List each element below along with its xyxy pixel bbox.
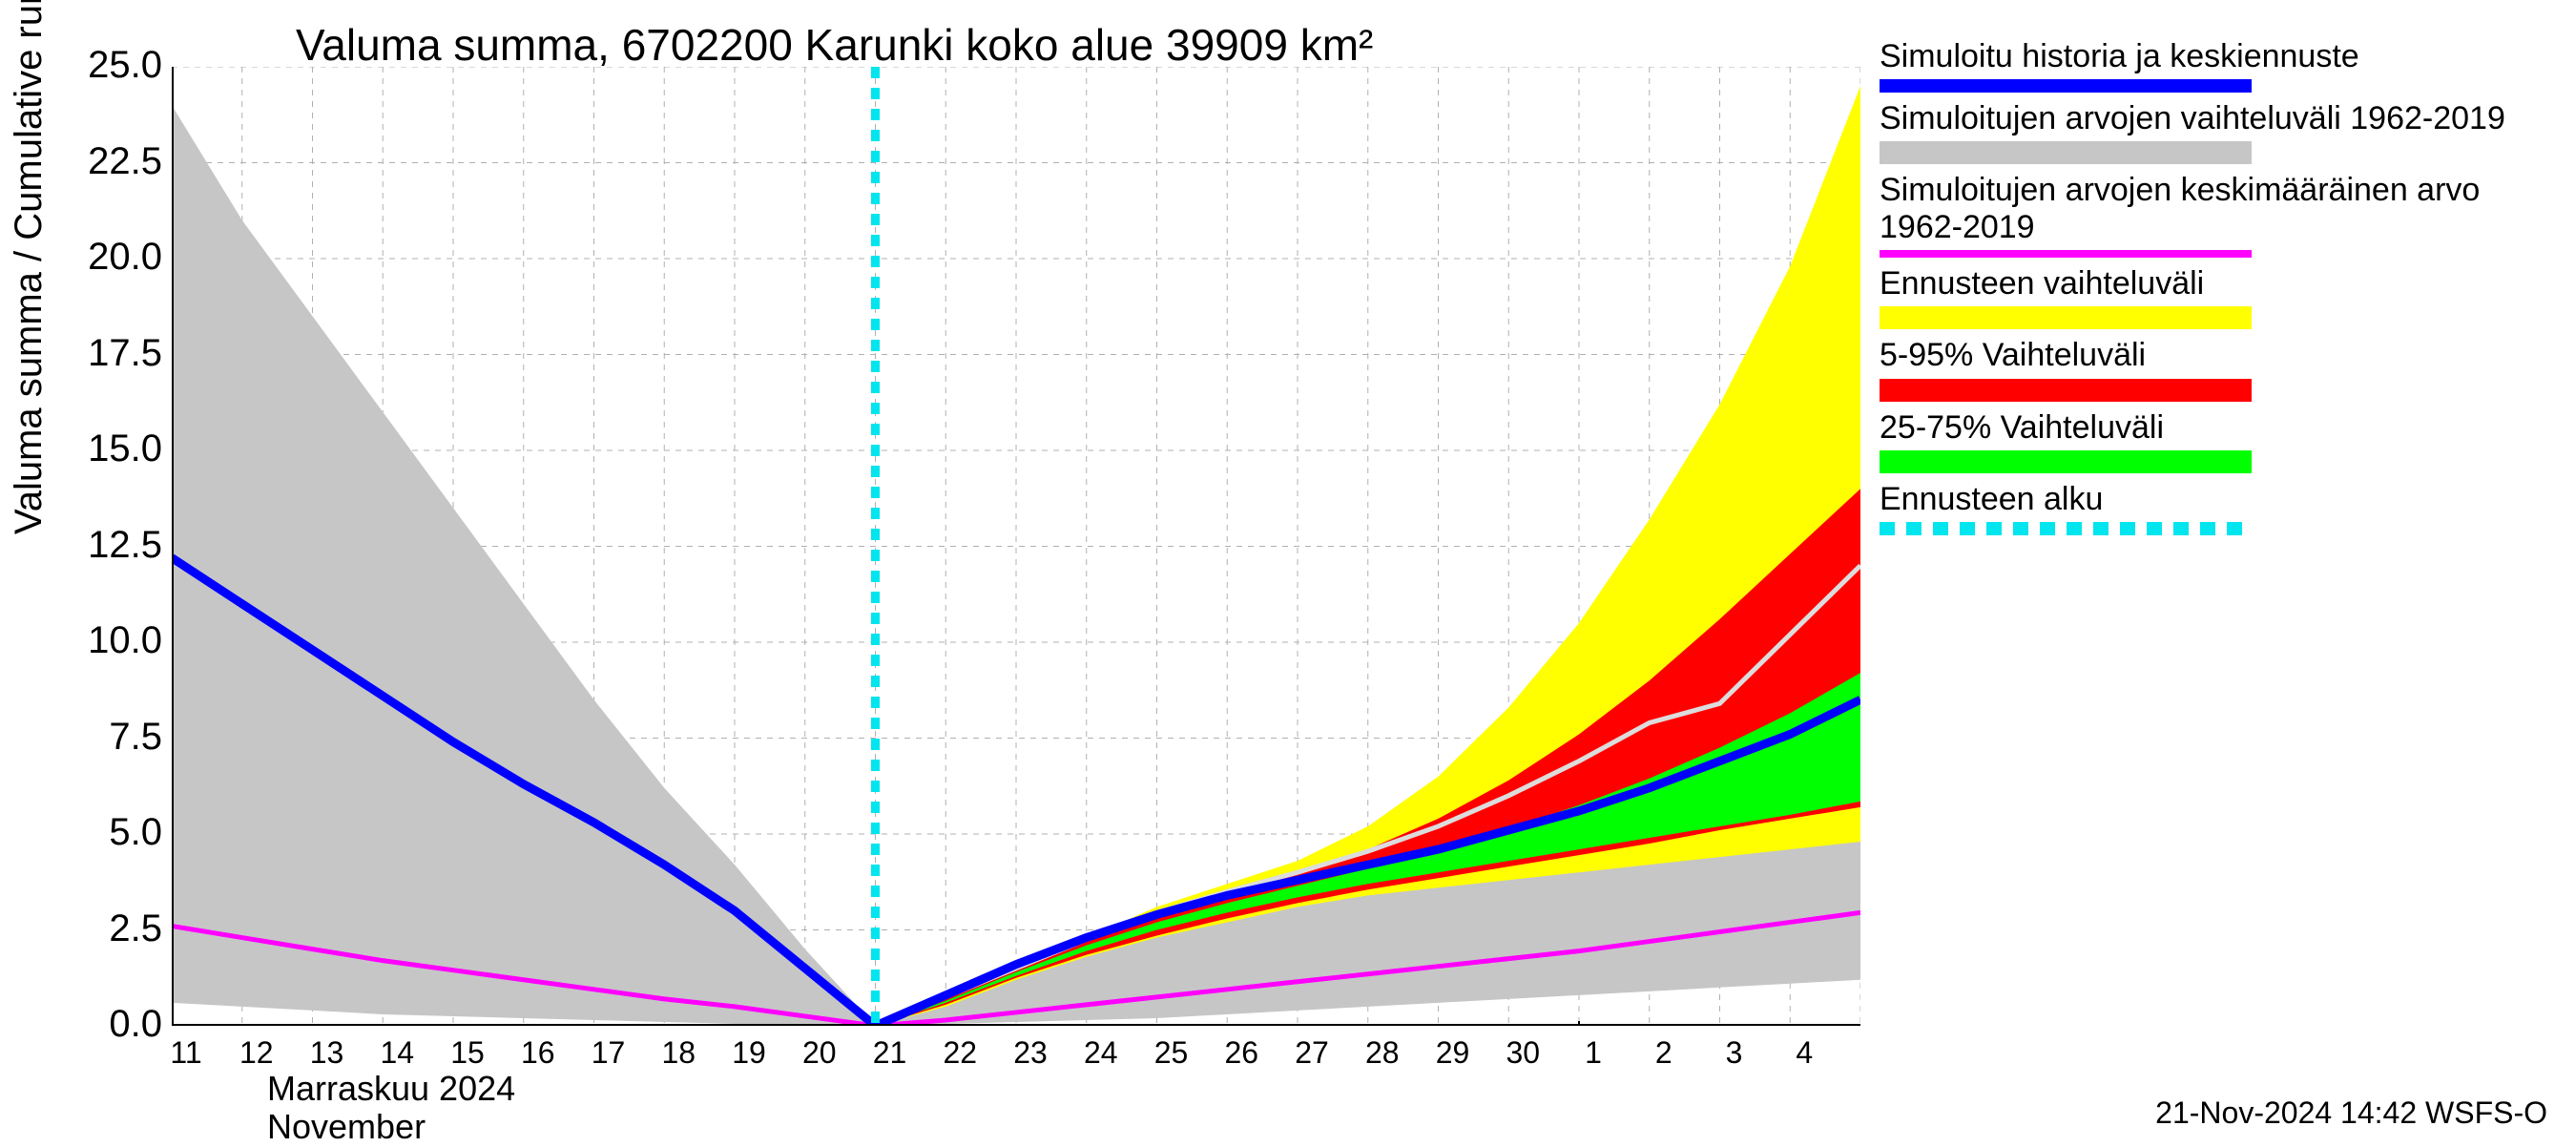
x-tick-label: 15 [444,1035,491,1071]
x-tick-label: 21 [866,1035,914,1071]
legend-entry: Simuloitu historia ja keskiennuste [1880,38,2547,93]
y-axis-label: Valuma summa / Cumulative runoff mm [8,0,51,534]
footer-timestamp: 21-Nov-2024 14:42 WSFS-O [2155,1095,2547,1131]
legend-label: Simuloitujen arvojen keskimääräinen arvo… [1880,172,2547,246]
x-tick-label: 11 [162,1035,210,1071]
legend-swatch [1880,250,2252,258]
y-tick-label: 0.0 [67,1003,162,1046]
x-tick-label: 28 [1359,1035,1406,1071]
plot-area [172,67,1860,1026]
legend-label: Ennusteen alku [1880,481,2547,518]
x-tick-label: 12 [233,1035,280,1071]
x-month-label-fi: Marraskuu 2024 [267,1069,515,1109]
legend-label: 25-75% Vaihteluväli [1880,409,2547,447]
x-tick-label: 16 [514,1035,562,1071]
y-tick-label: 20.0 [67,236,162,279]
legend-label: 5-95% Vaihteluväli [1880,337,2547,374]
x-tick-label: 25 [1148,1035,1195,1071]
legend-swatch [1880,306,2252,329]
y-tick-label: 10.0 [67,619,162,662]
x-tick-label: 3 [1711,1035,1758,1071]
legend-swatch [1880,79,2252,93]
x-tick-label: 4 [1780,1035,1828,1071]
legend: Simuloitu historia ja keskiennuste Simulo… [1880,38,2547,543]
x-tick-label: 26 [1217,1035,1265,1071]
legend-entry: Ennusteen vaihteluväli [1880,265,2547,329]
legend-swatch [1880,379,2252,402]
legend-entry: Ennusteen alku [1880,481,2547,535]
legend-entry: 25-75% Vaihteluväli [1880,409,2547,473]
legend-entry: Simuloitujen arvojen vaihteluväli 1962-2… [1880,100,2547,164]
x-tick-label: 22 [936,1035,984,1071]
y-tick-label: 2.5 [67,907,162,950]
x-tick-label: 23 [1007,1035,1054,1071]
x-tick-label: 17 [585,1035,633,1071]
x-tick-label: 14 [373,1035,421,1071]
x-month-label-en: November [267,1107,426,1147]
chart-canvas: Valuma summa, 6702200 Karunki koko alue … [0,0,2576,1145]
legend-swatch [1880,522,2252,535]
chart-title: Valuma summa, 6702200 Karunki koko alue … [296,19,1373,71]
y-tick-label: 7.5 [67,716,162,759]
y-tick-label: 22.5 [67,140,162,183]
y-tick-label: 5.0 [67,811,162,854]
y-tick-label: 17.5 [67,332,162,375]
x-tick-label: 19 [725,1035,773,1071]
x-tick-label: 13 [303,1035,351,1071]
x-tick-label: 20 [796,1035,843,1071]
y-tick-label: 15.0 [67,428,162,470]
legend-entry: Simuloitujen arvojen keskimääräinen arvo… [1880,172,2547,258]
y-tick-label: 12.5 [67,524,162,567]
y-tick-label: 25.0 [67,44,162,87]
x-tick-label: 24 [1077,1035,1125,1071]
legend-label: Simuloitu historia ja keskiennuste [1880,38,2547,75]
legend-swatch [1880,141,2252,164]
legend-label: Simuloitujen arvojen vaihteluväli 1962-2… [1880,100,2547,137]
x-tick-label: 30 [1499,1035,1547,1071]
x-tick-label: 1 [1569,1035,1617,1071]
x-tick-label: 18 [654,1035,702,1071]
x-tick-label: 2 [1640,1035,1688,1071]
plot-svg [172,67,1860,1026]
x-tick-label: 27 [1288,1035,1336,1071]
legend-label: Ennusteen vaihteluväli [1880,265,2547,302]
legend-swatch [1880,450,2252,473]
x-tick-label: 29 [1429,1035,1477,1071]
legend-entry: 5-95% Vaihteluväli [1880,337,2547,401]
